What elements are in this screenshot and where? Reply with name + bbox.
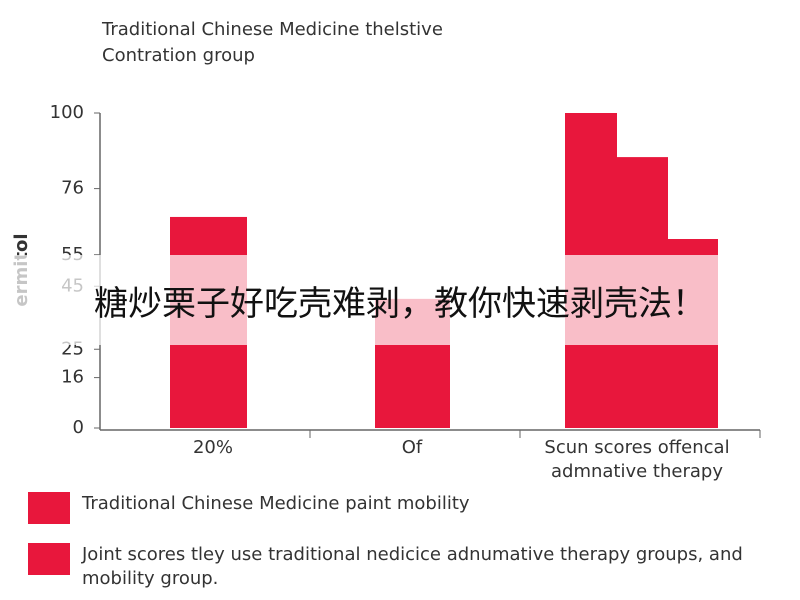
x-tick-label: 20% xyxy=(192,437,233,458)
y-tick-label: 100 xyxy=(50,102,84,123)
y-tick-label: 16 xyxy=(61,367,84,388)
x-tick-label: Of xyxy=(401,437,423,458)
banner: 糖炒栗子好吃壳难剥，教你快速剥壳法！ xyxy=(0,255,800,345)
chart-title: Traditional Chinese Medicine thelstive xyxy=(101,19,443,40)
legend-label: Traditional Chinese Medicine paint mobil… xyxy=(82,493,470,514)
legend-label: Joint scores tley use traditional nedici… xyxy=(82,544,743,589)
legend-item: Traditional Chinese Medicine paint mobil… xyxy=(28,492,782,524)
legend-swatch xyxy=(28,543,70,575)
y-tick-label: 0 xyxy=(73,417,84,438)
legend-item: Joint scores tley use traditional nedici… xyxy=(28,543,782,591)
y-tick-label: 76 xyxy=(61,178,84,199)
legend-swatch xyxy=(28,492,70,524)
chart-subtitle: Contration group xyxy=(102,45,255,66)
x-tick-label: Scun scores offencal admnative therapy xyxy=(544,437,730,482)
